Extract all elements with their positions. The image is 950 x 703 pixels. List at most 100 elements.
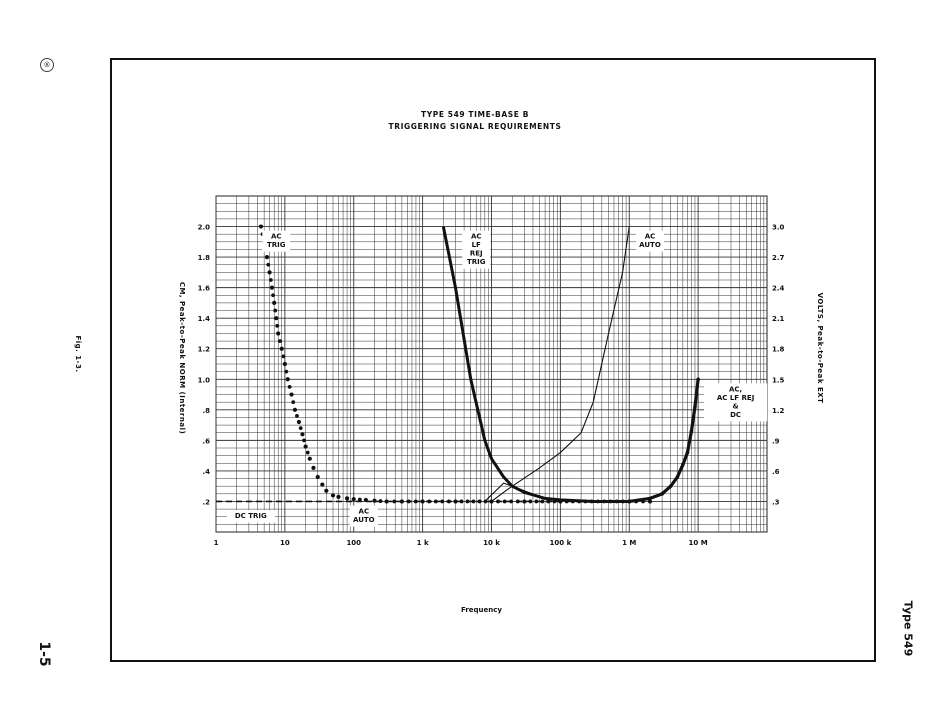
series-point (281, 354, 286, 359)
y-tick-label-left: 2.0 (198, 224, 211, 232)
y-tick-label-left: 1.8 (198, 254, 211, 262)
x-axis-label: Frequency (461, 606, 502, 614)
annotation-background (704, 383, 768, 422)
series-point (272, 300, 277, 306)
y-axis-left-label: CM, Peak-to-Peak NORM (Internal) (178, 281, 186, 435)
series-point (303, 444, 308, 449)
x-tick-label: 100 (346, 539, 361, 547)
series-point (471, 499, 476, 504)
series-line (629, 379, 700, 504)
series-point (440, 499, 445, 504)
x-tick-label: 10 k (483, 539, 500, 547)
series-point (258, 224, 264, 229)
y-tick-label-right: 2.4 (772, 285, 785, 293)
series-line (491, 226, 630, 502)
x-tick-label: 10 M (689, 539, 708, 547)
series-point (302, 438, 306, 443)
curve-annotation: DC TRIG (235, 512, 267, 520)
y-tick-label-left: .2 (202, 498, 210, 506)
x-tick-label: 1 M (622, 539, 636, 547)
series-point (289, 392, 294, 397)
series-point (696, 377, 700, 382)
curve-annotation: AC (645, 233, 656, 241)
curve-annotation: TRIG (467, 258, 486, 266)
curve-annotation: AC LF REJ (717, 394, 754, 402)
x-tick-label: 1 (214, 539, 219, 547)
series-point (689, 429, 694, 434)
series-point (292, 407, 298, 412)
series-point (276, 331, 281, 336)
y-tick-label-left: 1.2 (198, 346, 211, 354)
y-tick-label-left: 1.6 (198, 285, 211, 293)
annotation-background (462, 230, 491, 269)
y-tick-label-right: .3 (772, 498, 780, 506)
y-tick-label-left: 1.4 (198, 315, 211, 323)
series-point (315, 474, 320, 480)
series-point (278, 339, 282, 343)
curve-annotation: AUTO (639, 241, 661, 249)
chart-title: TYPE 549 TIME-BASE B (420, 110, 530, 119)
series-point (420, 499, 425, 504)
series-point (693, 404, 697, 409)
curve-annotation: AC (271, 233, 282, 241)
series-point (681, 463, 685, 467)
series-point (324, 488, 329, 493)
x-tick-label: 10 (280, 539, 290, 547)
series-point (675, 475, 680, 479)
curve-annotation: AC (359, 508, 370, 516)
series-point (282, 361, 287, 367)
y-tick-label-right: 1.5 (772, 376, 785, 384)
series-point (268, 278, 273, 282)
x-tick-label: 1 k (417, 539, 429, 547)
series-point (660, 492, 664, 496)
series-point (266, 262, 271, 267)
series-point (627, 499, 632, 504)
series-point (357, 497, 362, 502)
series-point (648, 496, 652, 501)
series-point (647, 499, 653, 504)
series-point (413, 499, 418, 504)
curve-annotation: DC (730, 411, 741, 419)
series-point (685, 450, 690, 455)
series-point (296, 419, 302, 425)
curve-annotation: & (733, 402, 739, 410)
series-point (372, 498, 377, 503)
series-point (295, 414, 299, 418)
y-tick-label-left: 1.0 (198, 376, 211, 384)
series-point (284, 369, 289, 374)
series-line (484, 482, 561, 502)
curve-annotation: LF (472, 241, 481, 249)
series-point (264, 254, 270, 260)
series-point (330, 493, 336, 498)
series-point (287, 385, 292, 389)
series-point (274, 316, 279, 321)
y-tick-label-right: .9 (772, 437, 780, 445)
series-point (279, 346, 284, 351)
series-point (433, 499, 438, 504)
curve-annotation: AC, (729, 385, 742, 393)
annotation-background (349, 505, 378, 527)
series-point (275, 323, 280, 328)
y-tick-label-right: 3.0 (772, 224, 785, 232)
curve-annotation: AUTO (353, 516, 375, 524)
series-point (273, 308, 278, 313)
y-tick-label-right: 1.8 (772, 346, 785, 354)
curve-annotation: AC (471, 233, 482, 241)
y-tick-label-right: 2.7 (772, 254, 785, 262)
x-tick-label: 100 k (550, 539, 572, 547)
series-point (267, 270, 272, 275)
y-tick-label-right: 2.1 (772, 315, 785, 323)
series-point (351, 497, 356, 502)
curve-annotation: TRIG (267, 241, 286, 249)
series-point (453, 499, 458, 504)
series-point (298, 426, 303, 431)
series-line (441, 226, 630, 503)
series-point (336, 494, 341, 499)
series-point (320, 482, 325, 487)
chart-subtitle: TRIGGERING SIGNAL REQUIREMENTS (388, 122, 562, 131)
y-tick-label-left: .6 (202, 437, 210, 445)
series-point (269, 285, 275, 290)
series-point (540, 499, 545, 504)
series-point (305, 450, 310, 455)
series-point (522, 499, 527, 504)
